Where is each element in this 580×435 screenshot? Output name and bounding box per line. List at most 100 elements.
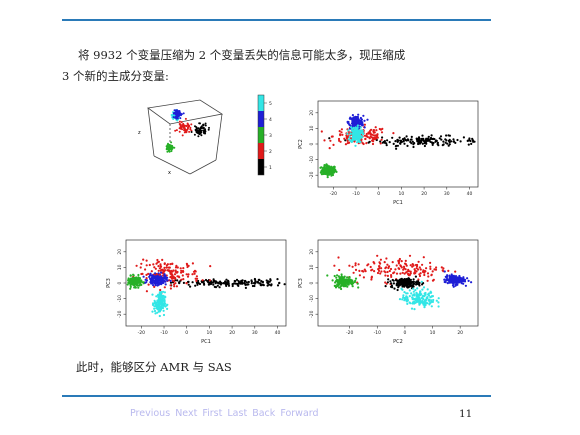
data-point [438, 137, 441, 140]
nav-back-link[interactable]: Back [252, 408, 276, 419]
data-point [322, 166, 325, 169]
data-point [270, 283, 273, 286]
data-point [170, 275, 173, 278]
cube-point [182, 122, 185, 125]
data-point [163, 299, 166, 302]
data-point [166, 269, 169, 272]
data-point [137, 273, 140, 277]
data-point [155, 275, 158, 278]
data-point [268, 283, 271, 286]
data-point [398, 281, 401, 284]
data-point [396, 144, 399, 147]
data-point [202, 282, 206, 285]
data-point [413, 308, 416, 311]
data-point [461, 278, 464, 281]
y-tick-label: 0 [309, 281, 315, 284]
data-point [454, 283, 457, 286]
data-point [376, 271, 380, 275]
data-point [360, 118, 363, 121]
data-point [131, 278, 134, 281]
data-point [326, 274, 329, 277]
y-tick-label: -20 [309, 171, 315, 178]
page-number: 11 [459, 408, 473, 420]
cube-point [207, 128, 210, 131]
footer-navigation: Previous Next First Last Back Forward [130, 408, 319, 419]
data-point [371, 136, 374, 139]
data-point [418, 303, 421, 306]
data-point [421, 288, 424, 291]
nav-forward-link[interactable]: Forward [280, 408, 319, 419]
cube-point [199, 129, 201, 132]
y-tick-label: 10 [309, 125, 315, 131]
data-point [453, 281, 456, 284]
nav-last-link[interactable]: Last [227, 408, 248, 419]
data-point [356, 127, 359, 130]
legend-tick-label: 4 [269, 117, 272, 123]
nav-previous-link[interactable]: Previous [130, 408, 171, 419]
data-point [423, 304, 426, 307]
data-point [323, 164, 326, 167]
data-point [391, 261, 394, 264]
data-point [179, 267, 182, 270]
y-tick-label: 20 [309, 110, 315, 116]
data-point [397, 267, 400, 270]
data-point [405, 271, 408, 274]
data-point [151, 293, 154, 296]
data-point [432, 298, 435, 302]
data-point [412, 290, 415, 293]
data-point [410, 292, 413, 295]
nav-first-link[interactable]: First [202, 408, 223, 419]
nav-next-link[interactable]: Next [175, 408, 198, 419]
legend-swatch [258, 111, 264, 127]
data-point [140, 262, 143, 265]
data-point [408, 279, 411, 282]
data-point [346, 132, 349, 135]
data-point [334, 170, 337, 173]
data-point [380, 131, 384, 134]
data-point [407, 270, 411, 273]
data-point [384, 285, 387, 288]
data-point [421, 283, 424, 286]
data-point [371, 268, 374, 271]
data-point [157, 275, 160, 278]
data-point [446, 275, 449, 278]
cube-point [190, 123, 193, 126]
cube-point [178, 110, 180, 113]
data-point [456, 283, 459, 286]
y-tick-label: 0 [117, 281, 123, 284]
data-point [330, 135, 333, 138]
data-point [377, 268, 380, 271]
data-point [354, 268, 358, 271]
data-point [444, 141, 447, 144]
data-point [348, 124, 351, 127]
data-point [152, 263, 155, 266]
data-point [406, 292, 409, 295]
data-point [390, 275, 393, 278]
data-point [359, 126, 362, 129]
data-point [253, 278, 257, 281]
data-point [448, 141, 451, 144]
scatter-pc2-pc3: -20 -10 0 10 20 -20 -10 0 10 20 PC2 PC3 [298, 239, 479, 345]
data-point [424, 293, 427, 296]
data-point [358, 130, 361, 133]
data-point [409, 270, 412, 273]
y-tick-label: -20 [309, 310, 315, 317]
intro-paragraph: 将 9932 个变量压缩为 2 个变量丢失的信息可能太多，现压缩成 3 个新的主… [62, 45, 492, 87]
point-cloud [319, 113, 476, 179]
data-point [392, 279, 395, 282]
data-point [376, 136, 379, 139]
data-point [340, 273, 343, 276]
data-point [430, 295, 433, 298]
data-point [429, 261, 432, 264]
data-point [400, 140, 403, 143]
data-point [391, 136, 394, 139]
data-point [371, 142, 375, 146]
data-point [169, 281, 173, 284]
cube-point [168, 150, 171, 153]
data-point [337, 275, 340, 278]
data-point [417, 260, 420, 263]
cube-point [170, 144, 172, 147]
data-point [407, 273, 410, 276]
legend-swatch [258, 95, 264, 111]
data-point [222, 282, 225, 285]
